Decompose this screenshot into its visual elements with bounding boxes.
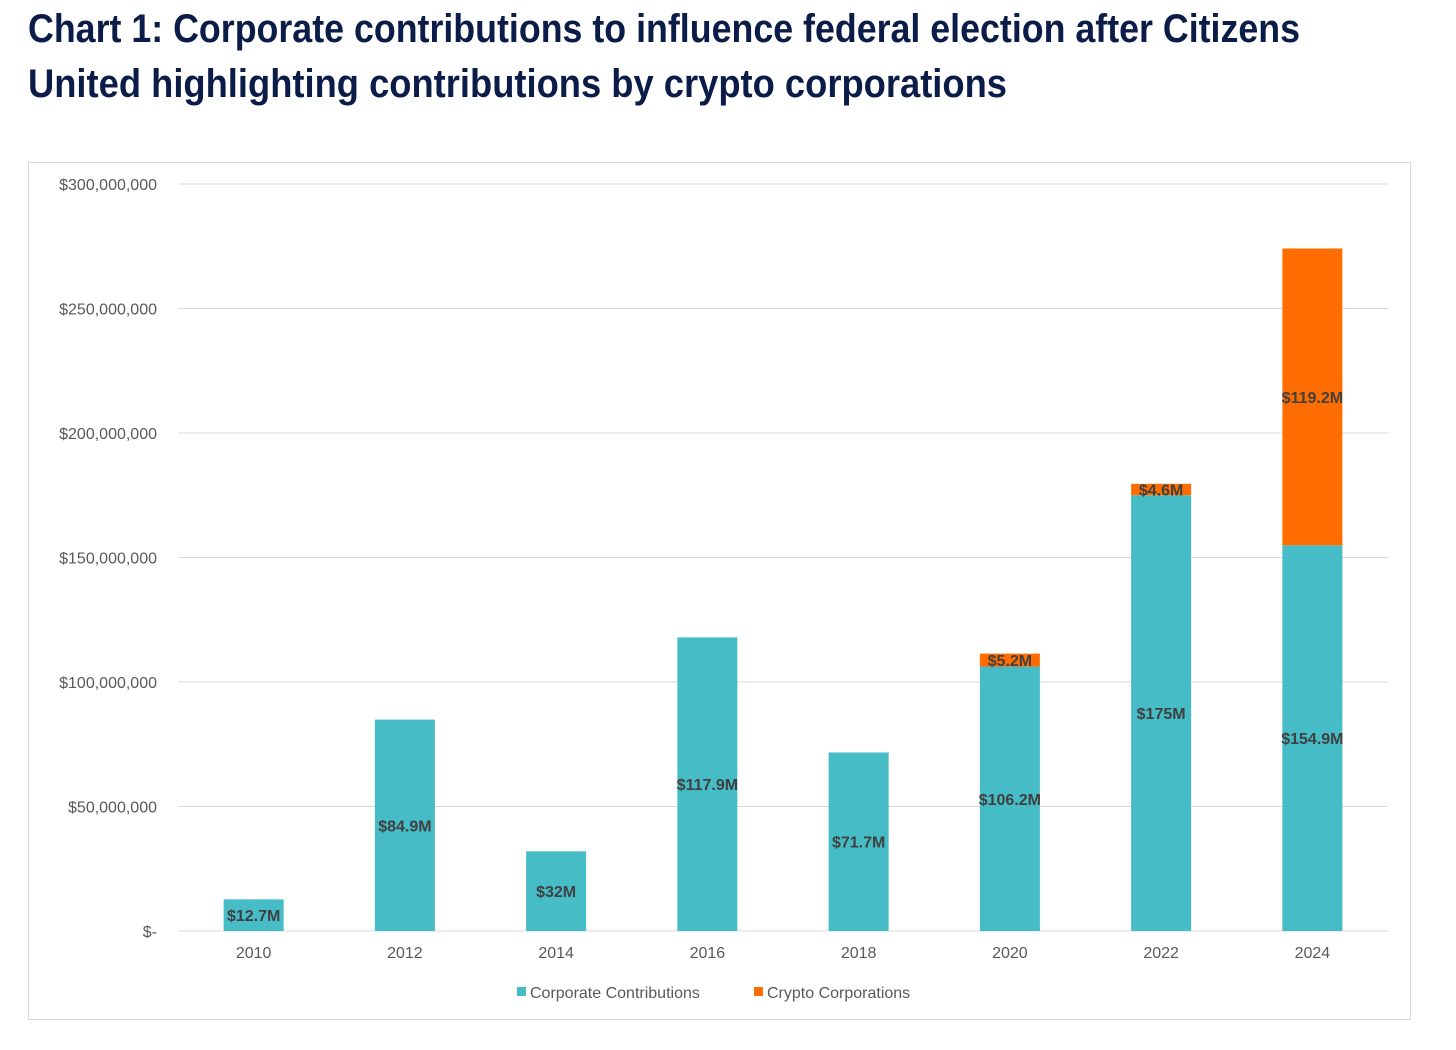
bar-segment [1282, 545, 1343, 931]
bar-segment [223, 899, 284, 931]
bar-segment [1131, 495, 1192, 931]
y-tick-label: $100,000,000 [59, 675, 157, 692]
y-tick-label: $250,000,000 [59, 302, 157, 319]
chart-frame [28, 162, 1411, 1020]
x-tick-label: 2014 [538, 945, 574, 962]
bar-segment [979, 653, 1040, 667]
bar-segment [526, 851, 587, 931]
data-label: $117.9M [677, 777, 738, 794]
bar-segment [1282, 248, 1343, 546]
data-label: $12.7M [227, 908, 280, 925]
chart-title-line-1: Chart 1: Corporate contributions to infl… [28, 7, 1300, 51]
legend-label: Crypto Corporations [767, 985, 910, 1002]
legend-swatch [754, 987, 763, 996]
y-tick-label: $150,000,000 [59, 551, 157, 568]
data-label: $5.2M [988, 653, 1032, 670]
legend-label: Corporate Contributions [530, 985, 700, 1002]
data-label: $71.7M [832, 835, 885, 852]
x-tick-label: 2018 [841, 945, 877, 962]
y-tick-label: $50,000,000 [68, 800, 157, 817]
data-label: $32M [536, 884, 576, 901]
data-label: $175M [1137, 706, 1186, 723]
bar-segment [374, 719, 435, 931]
x-tick-label: 2010 [236, 945, 272, 962]
y-tick-label: $200,000,000 [59, 426, 157, 443]
bar-segment [979, 666, 1040, 931]
bar-segment [828, 752, 889, 931]
data-label: $119.2M [1282, 390, 1343, 407]
y-tick-label: $300,000,000 [59, 177, 157, 194]
y-tick-label: $- [143, 924, 157, 941]
x-tick-label: 2020 [992, 945, 1028, 962]
legend-swatch [517, 987, 526, 996]
data-label: $154.9M [1281, 731, 1343, 748]
data-label: $106.2M [979, 792, 1041, 809]
x-tick-label: 2024 [1295, 945, 1331, 962]
chart-title-line-2: United highlighting contributions by cry… [28, 62, 1007, 106]
x-tick-label: 2016 [690, 945, 726, 962]
x-tick-label: 2022 [1143, 945, 1179, 962]
data-label: $4.6M [1139, 483, 1183, 500]
x-tick-label: 2012 [387, 945, 423, 962]
bar-segment [677, 637, 738, 931]
bar-segment [1131, 483, 1192, 496]
data-label: $84.9M [378, 818, 431, 835]
